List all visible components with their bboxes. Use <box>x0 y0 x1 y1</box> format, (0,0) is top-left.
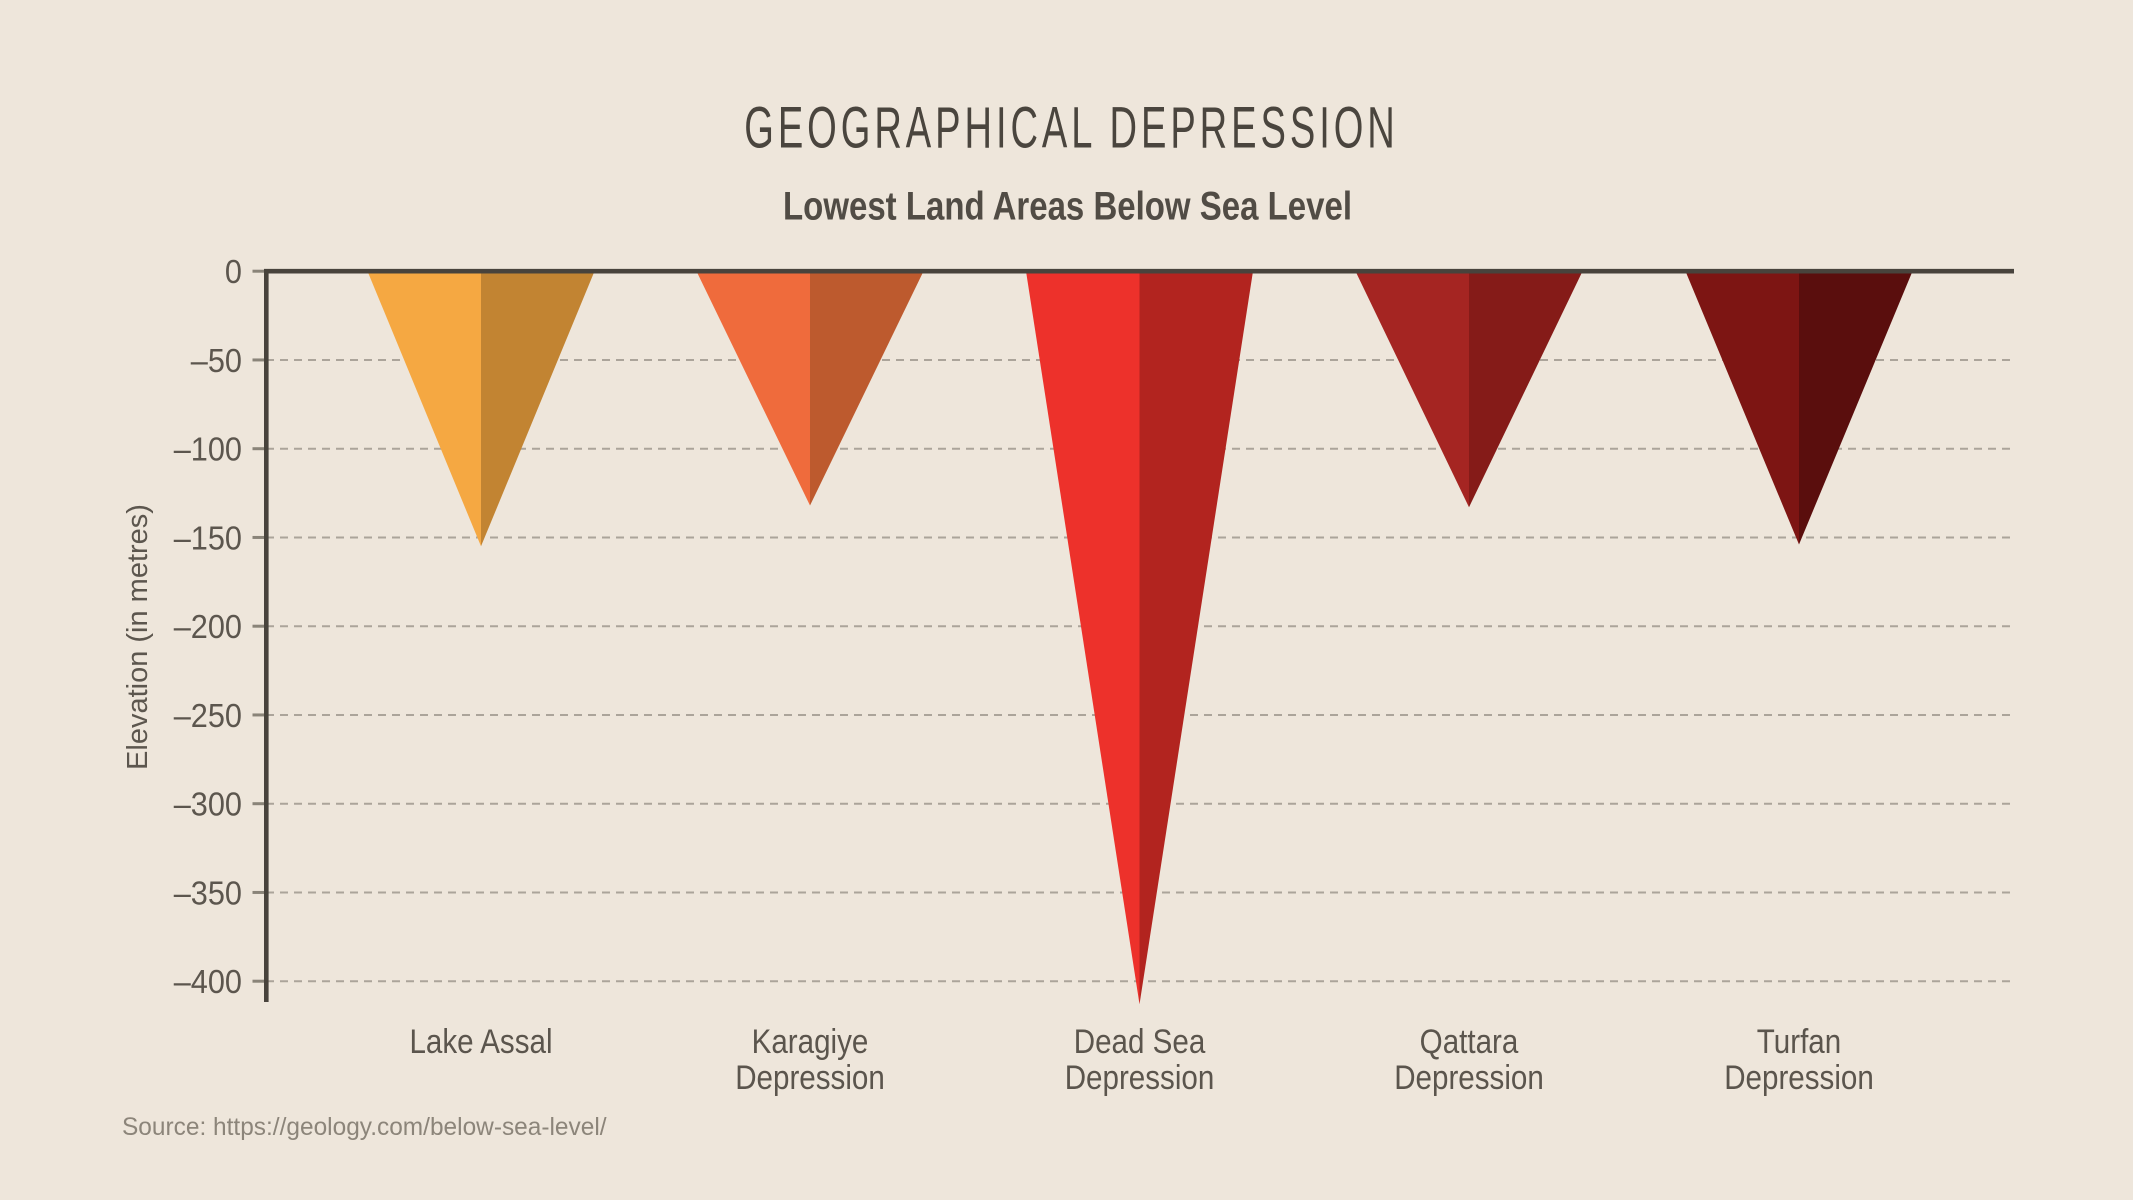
svg-text:–150: –150 <box>174 519 242 556</box>
svg-text:GEOGRAPHICAL DEPRESSION: GEOGRAPHICAL DEPRESSION <box>744 97 1399 161</box>
svg-text:Lake Assal: Lake Assal <box>409 1022 552 1060</box>
svg-text:–200: –200 <box>174 608 242 645</box>
svg-text:–100: –100 <box>174 431 242 468</box>
svg-text:Depression: Depression <box>1394 1058 1544 1096</box>
svg-text:–300: –300 <box>174 786 242 823</box>
svg-text:Depression: Depression <box>1065 1058 1215 1096</box>
svg-text:Dead Sea: Dead Sea <box>1074 1022 1206 1060</box>
svg-text:–250: –250 <box>174 697 242 734</box>
svg-text:Depression: Depression <box>1724 1058 1874 1096</box>
svg-text:–400: –400 <box>174 963 242 1000</box>
svg-text:Qattara: Qattara <box>1420 1022 1519 1060</box>
svg-text:0: 0 <box>225 253 242 290</box>
svg-text:–350: –350 <box>174 874 242 911</box>
svg-text:Karagiye: Karagiye <box>752 1022 869 1060</box>
svg-text:Depression: Depression <box>735 1058 885 1096</box>
svg-text:Elevation (in metres): Elevation (in metres) <box>122 504 154 770</box>
svg-text:Turfan: Turfan <box>1757 1022 1841 1060</box>
svg-text:Source: https://geology.com/be: Source: https://geology.com/below-sea-le… <box>122 1114 607 1141</box>
svg-text:–50: –50 <box>191 342 242 379</box>
svg-text:Lowest Land Areas Below Sea Le: Lowest Land Areas Below Sea Level <box>783 184 1352 229</box>
